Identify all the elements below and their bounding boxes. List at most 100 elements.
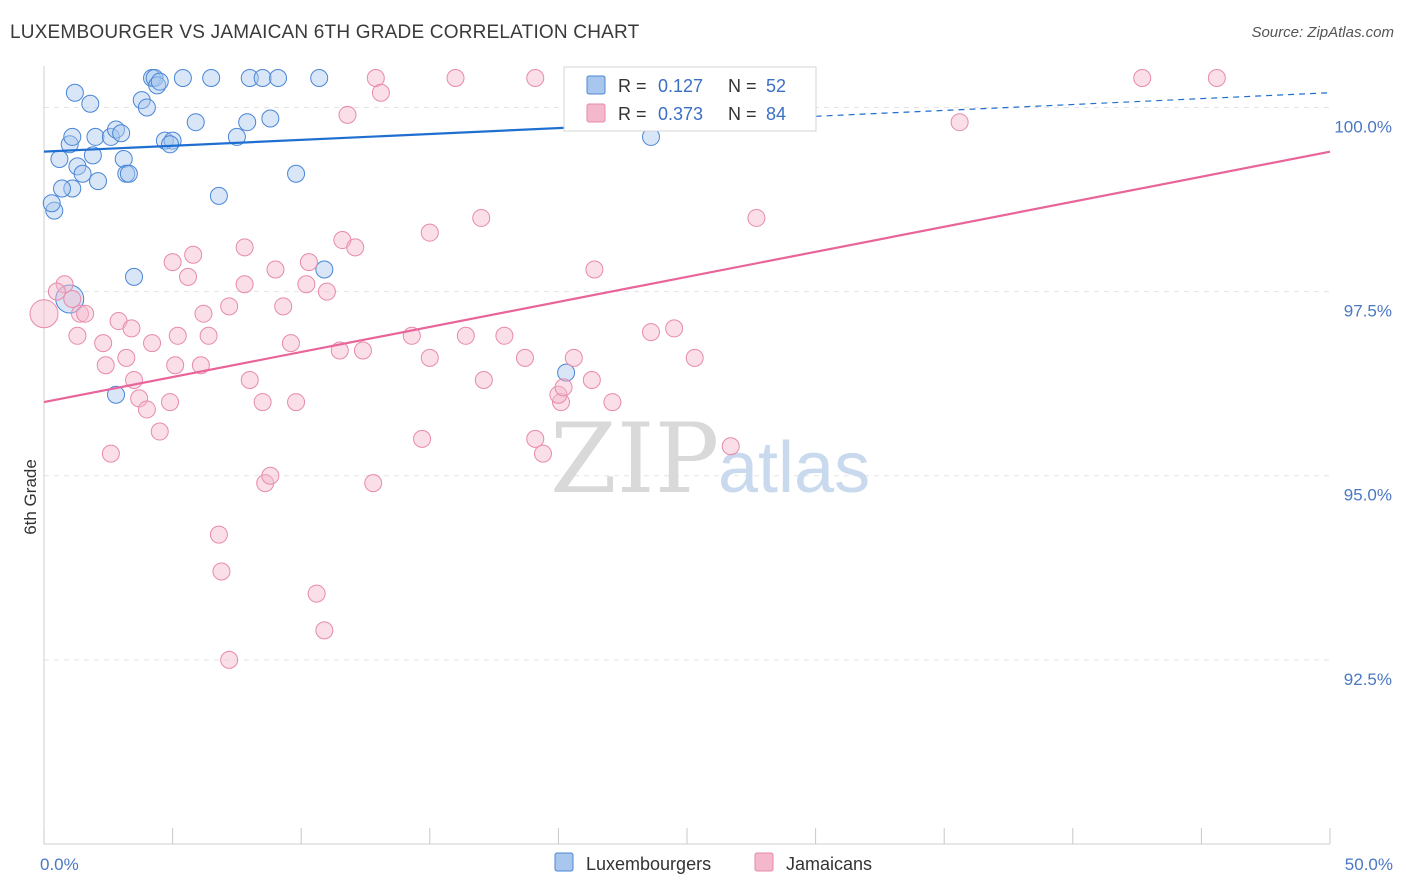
jamaicans-point-1 bbox=[446, 69, 465, 87]
luxembourgers-point-10 bbox=[65, 83, 84, 102]
luxembourgers-point-45 bbox=[557, 363, 576, 382]
luxembourgers-point-16 bbox=[261, 109, 280, 128]
jamaicans-point-51 bbox=[685, 348, 704, 367]
luxembourgers-point-23 bbox=[112, 124, 131, 143]
jamaicans-point-60 bbox=[582, 370, 601, 389]
legend-swatch-pink bbox=[586, 103, 606, 123]
jamaicans-point-71 bbox=[526, 429, 545, 448]
jamaicans-point-68 bbox=[150, 422, 169, 441]
luxembourgers-point-30 bbox=[83, 146, 102, 165]
jamaicans-point-35 bbox=[665, 319, 684, 338]
luxembourgers-point-27 bbox=[50, 150, 69, 169]
jamaicans-point-48 bbox=[420, 348, 439, 367]
luxembourgers-point-7 bbox=[310, 69, 329, 87]
luxembourgers-point-29 bbox=[73, 164, 92, 183]
luxembourgers-point-2 bbox=[173, 69, 192, 87]
luxembourgers-point-44 bbox=[107, 385, 126, 404]
y-tick-label-1: 97.5% bbox=[1344, 302, 1392, 321]
legend-n-value-1: 84 bbox=[766, 104, 786, 124]
luxembourgers-point-13 bbox=[137, 98, 156, 117]
jamaicans-point-12 bbox=[420, 223, 439, 242]
luxembourgers-point-37 bbox=[53, 179, 72, 198]
luxembourgers-point-1 bbox=[145, 69, 164, 87]
jamaicans-point-9 bbox=[950, 113, 969, 132]
jamaicans-point-45 bbox=[456, 326, 475, 345]
jamaicans-point-65 bbox=[551, 393, 570, 412]
y-tick-label-3: 92.5% bbox=[1344, 670, 1392, 689]
jamaicans-point-38 bbox=[94, 334, 113, 353]
jamaicans-point-57 bbox=[240, 370, 259, 389]
jamaicans-point-77 bbox=[209, 525, 228, 544]
series-legend-label-luxembourgers: Luxembourgers bbox=[586, 854, 711, 874]
jamaicans-point-62 bbox=[161, 393, 180, 412]
luxembourgers-point-5 bbox=[253, 69, 272, 87]
jamaicans-point-25 bbox=[55, 275, 74, 294]
jamaicans-point-40 bbox=[168, 326, 187, 345]
x-tick-label-1: 50.0% bbox=[1345, 855, 1393, 874]
luxembourgers-point-39 bbox=[45, 201, 64, 220]
jamaicans-point-11 bbox=[747, 208, 766, 227]
legend-swatch-blue bbox=[586, 75, 606, 95]
jamaicans-point-5 bbox=[1133, 69, 1152, 87]
jamaicans-point-75 bbox=[261, 466, 280, 485]
stats-legend: R = 0.127 N = 52 R = 0.373 N = 84 bbox=[563, 66, 817, 132]
jamaicans-point-17 bbox=[184, 245, 203, 264]
jamaicans-point-28 bbox=[29, 299, 59, 329]
luxembourgers-point-19 bbox=[63, 127, 82, 146]
jamaicans-point-34 bbox=[274, 297, 293, 316]
luxembourgers-point-20 bbox=[86, 127, 105, 146]
tick-labels: 100.0% 97.5% 95.0% 92.5% 0.0% 50.0% bbox=[40, 117, 1393, 874]
luxembourgers-point-6 bbox=[269, 69, 288, 87]
jamaicans-point-47 bbox=[143, 334, 162, 353]
y-axis-label: 6th Grade bbox=[21, 459, 40, 535]
jamaicans-point-36 bbox=[641, 323, 660, 342]
legend-r-label-1: R = bbox=[618, 104, 647, 124]
jamaicans-point-15 bbox=[346, 238, 365, 257]
jamaicans-point-24 bbox=[585, 260, 604, 279]
jamaicans-point-32 bbox=[194, 304, 213, 323]
luxembourgers-trend-dashed bbox=[815, 92, 1331, 117]
luxembourgers-point-18 bbox=[60, 135, 79, 154]
jamaicans-point-30 bbox=[76, 304, 95, 323]
jamaicans-trend-line bbox=[43, 150, 1331, 404]
jamaicans-point-73 bbox=[101, 444, 120, 463]
luxembourgers-point-9 bbox=[150, 72, 169, 91]
jamaicans-point-69 bbox=[413, 429, 432, 448]
series-legend-swatch-jamaicans bbox=[754, 852, 774, 872]
jamaicans-point-33 bbox=[220, 297, 239, 316]
y-tick-label-0: 100.0% bbox=[1334, 117, 1392, 136]
jamaicans-point-80 bbox=[315, 621, 334, 640]
luxembourgers-point-34 bbox=[287, 164, 306, 183]
chart-title: LUXEMBOURGER VS JAMAICAN 6TH GRADE CORRE… bbox=[10, 22, 640, 43]
luxembourgers-point-38 bbox=[209, 186, 228, 205]
jamaicans-point-56 bbox=[191, 356, 210, 375]
jamaicans-point-13 bbox=[235, 238, 254, 257]
jamaicans-point-63 bbox=[253, 393, 272, 412]
series-legend: Luxembourgers Jamaicans bbox=[554, 852, 872, 874]
jamaicans-point-6 bbox=[1207, 69, 1226, 87]
jamaicans-point-18 bbox=[299, 253, 318, 272]
jamaicans-point-64 bbox=[287, 393, 306, 412]
jamaicans-point-21 bbox=[235, 275, 254, 294]
jamaicans-point-43 bbox=[353, 341, 372, 360]
jamaicans-point-76 bbox=[364, 474, 383, 493]
jamaicans-point-70 bbox=[533, 444, 552, 463]
y-tick-label-2: 95.0% bbox=[1344, 486, 1392, 505]
watermark-atlas: atlas bbox=[718, 428, 870, 508]
luxembourgers-point-4 bbox=[240, 69, 259, 87]
jamaicans-point-42 bbox=[281, 334, 300, 353]
jamaicans-point-81 bbox=[220, 650, 239, 669]
jamaicans-point-8 bbox=[338, 105, 357, 124]
series-legend-label-jamaicans: Jamaicans bbox=[786, 854, 872, 874]
jamaicans-point-41 bbox=[199, 326, 218, 345]
legend-r-value-0: 0.127 bbox=[658, 76, 703, 96]
luxembourgers-point-17 bbox=[227, 127, 246, 146]
jamaicans-point-78 bbox=[212, 562, 231, 581]
legend-n-label-1: N = bbox=[728, 104, 757, 124]
legend-r-label-0: R = bbox=[618, 76, 647, 96]
jamaicans-point-29 bbox=[71, 304, 90, 323]
watermark-zip: ZIP bbox=[550, 403, 719, 515]
luxembourgers-point-41 bbox=[125, 267, 144, 286]
luxembourgers-point-22 bbox=[107, 120, 126, 139]
